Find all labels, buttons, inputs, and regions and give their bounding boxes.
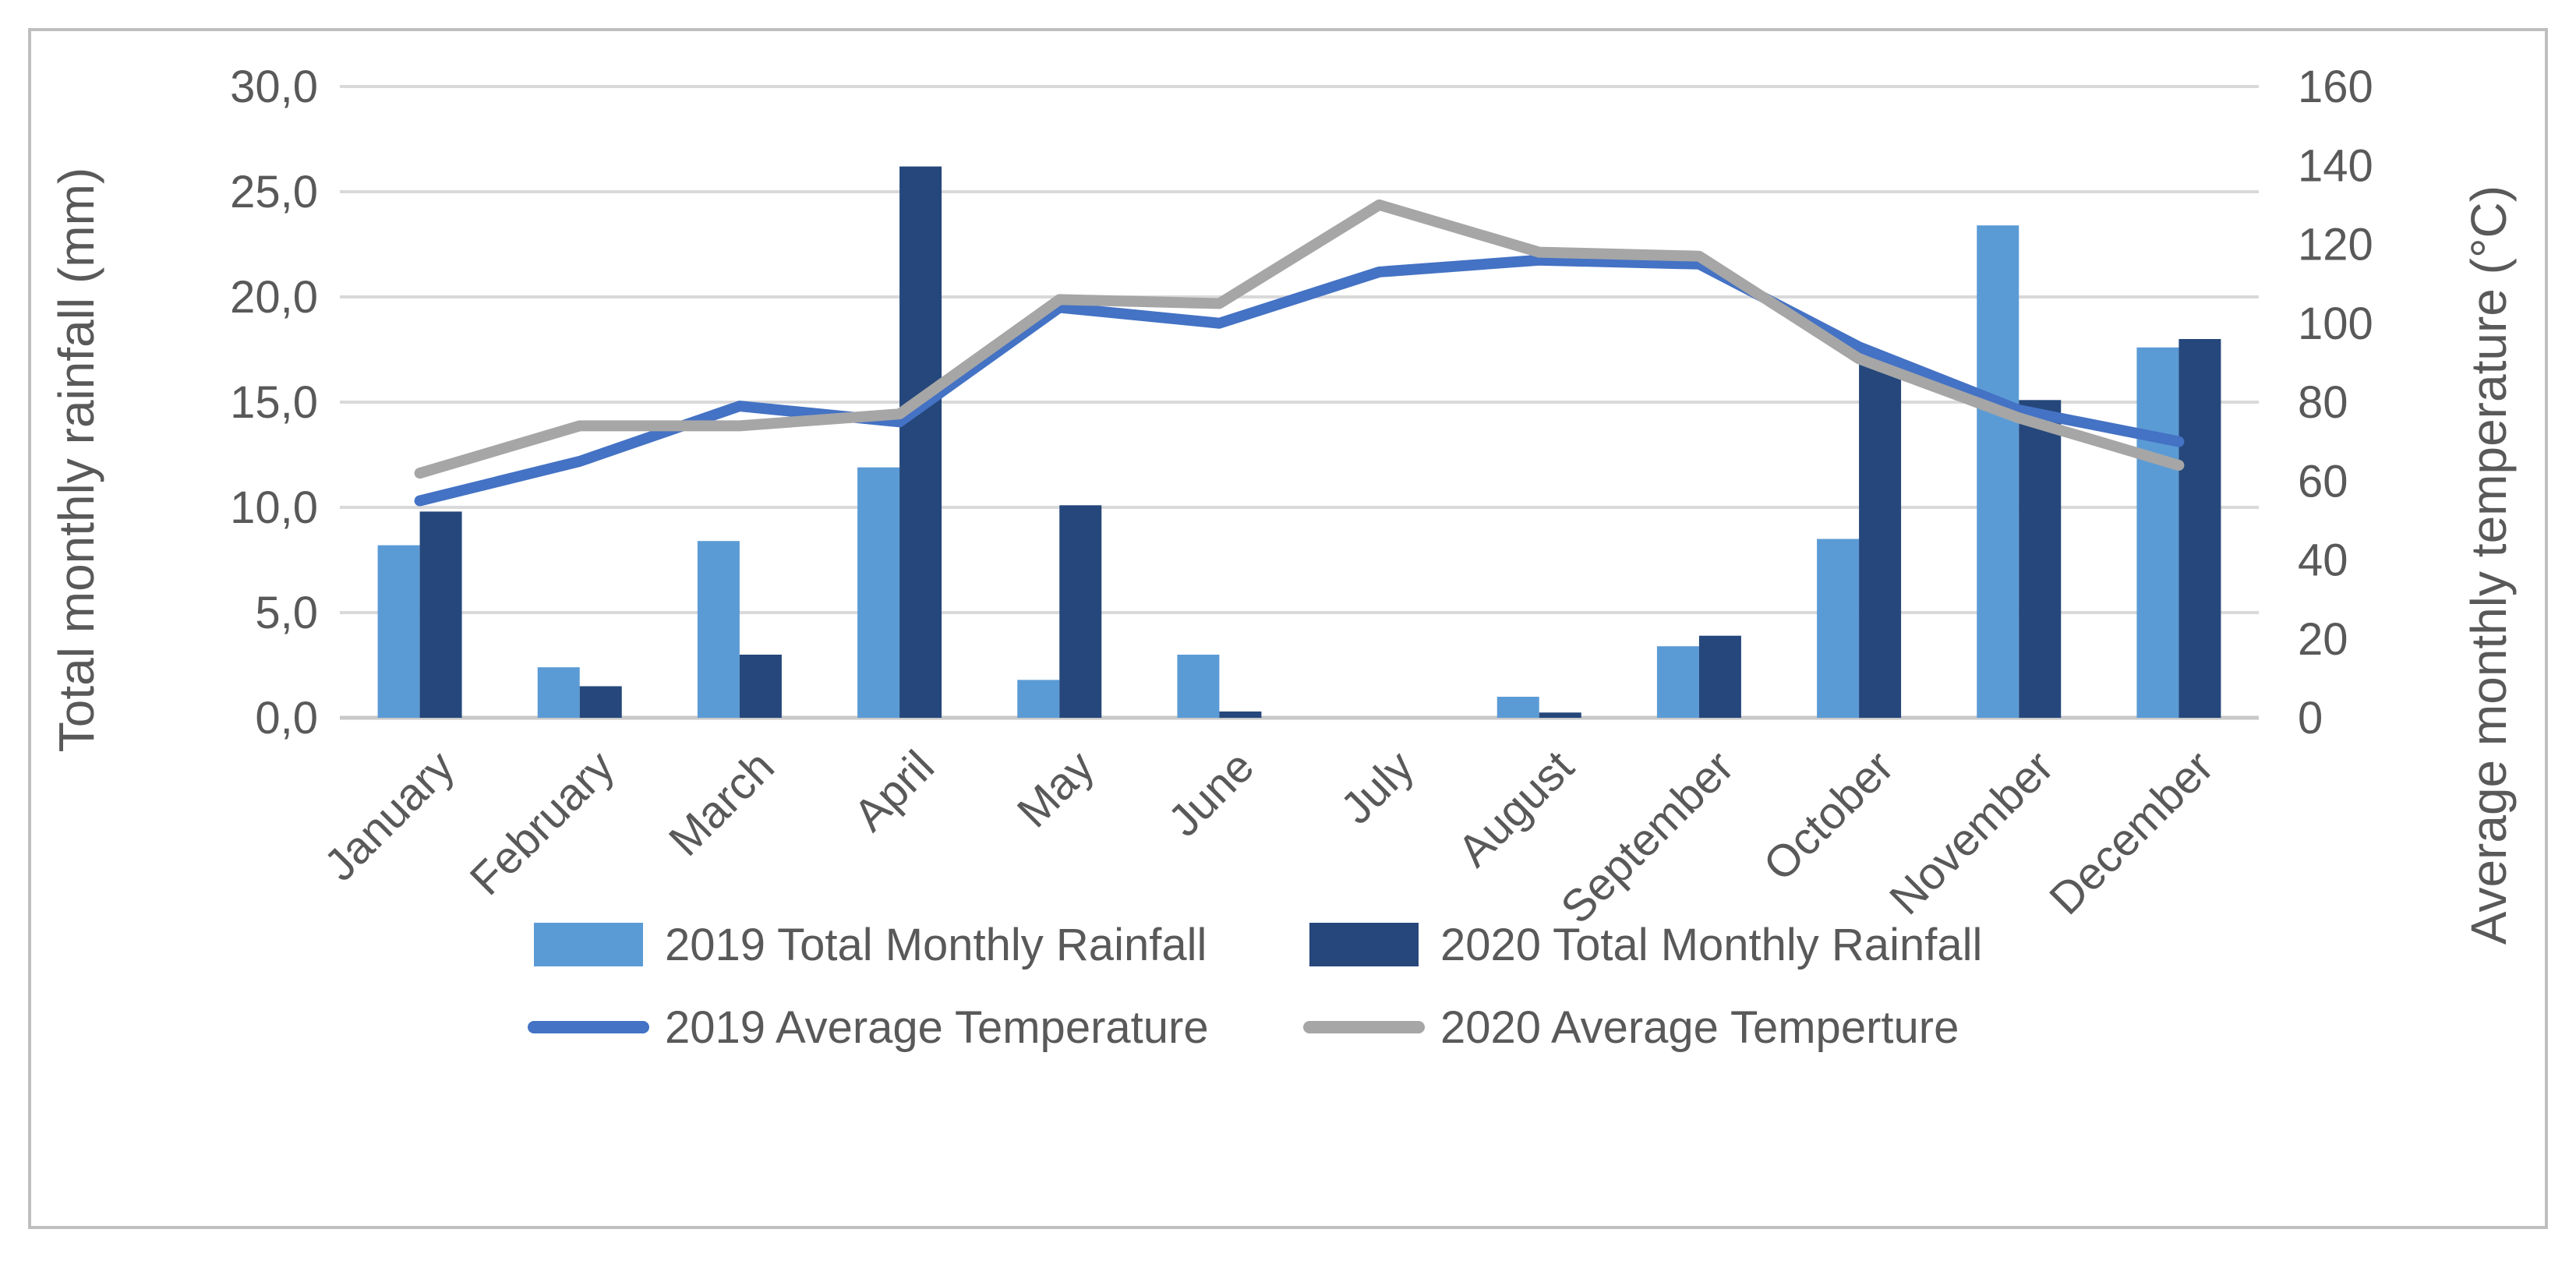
bar-2020-December — [2178, 339, 2221, 718]
right-axis-tick-label: 140 — [2298, 140, 2373, 191]
right-axis-tick-label: 120 — [2298, 220, 2373, 270]
month-label-september: September — [1551, 741, 1744, 934]
bar-2019-December — [2136, 347, 2179, 718]
legend-label: 2019 Average Temperature — [665, 1002, 1209, 1053]
legend-swatch-2020-rainfall — [1309, 923, 1419, 966]
month-label-november: November — [1880, 741, 2063, 924]
line-series-layer — [414, 199, 2185, 507]
bar-2020-February — [579, 686, 622, 718]
month-label-february: February — [461, 741, 624, 905]
temp-line-2019 — [414, 254, 2185, 507]
bar-2020-March — [739, 655, 782, 718]
left-axis-tick-label: 20,0 — [230, 272, 318, 323]
right-axis-tick-label: 40 — [2298, 535, 2348, 586]
bar-series-2019 — [377, 225, 2179, 718]
right-axis-tick-label: 20 — [2298, 614, 2348, 665]
bar-2020-May — [1059, 505, 1102, 718]
left-axis-title: Total monthly rainfall (mm) — [48, 168, 104, 752]
left-axis-tick-label: 5,0 — [255, 588, 318, 638]
bar-2019-January — [377, 545, 420, 718]
left-axis-tick-label: 10,0 — [230, 482, 318, 533]
legend: 2019 Total Monthly Rainfall 2020 Total Mo… — [528, 920, 1982, 1053]
bar-2020-October — [1859, 362, 1902, 718]
bar-2020-April — [899, 166, 942, 719]
bar-2019-September — [1656, 646, 1699, 718]
temp-line-2020 — [414, 199, 2185, 479]
legend-label: 2019 Total Monthly Rainfall — [665, 920, 1207, 970]
right-axis-tick-label: 0 — [2298, 693, 2323, 744]
bar-2019-November — [1977, 225, 2019, 718]
bar-2019-April — [857, 467, 900, 718]
right-axis-tick-label: 80 — [2298, 377, 2348, 428]
month-label-december: December — [2040, 741, 2223, 924]
bar-2020-January — [419, 511, 462, 718]
right-axis-tick-label: 60 — [2298, 456, 2348, 507]
left-axis-tick-label: 25,0 — [230, 167, 318, 217]
bar-2020-September — [1698, 635, 1741, 718]
bar-2019-May — [1017, 680, 1060, 718]
right-axis-tick-label: 160 — [2298, 62, 2373, 112]
legend-label: 2020 Total Monthly Rainfall — [1440, 920, 1982, 970]
bar-series-layer — [377, 166, 2221, 719]
bar-2019-February — [537, 667, 580, 718]
bar-2019-June — [1177, 655, 1220, 718]
month-label-may: May — [1008, 741, 1104, 837]
month-label-june: June — [1158, 741, 1263, 846]
legend-swatch-2019-rainfall — [534, 923, 643, 966]
right-axis-title: Average monthly temperature (°C) — [2461, 185, 2517, 945]
bar-2020-August — [1539, 712, 1581, 718]
month-label-january: January — [315, 741, 465, 891]
left-axis-tick-label: 15,0 — [230, 377, 318, 428]
bar-2020-November — [2019, 400, 2062, 718]
month-label-august: August — [1448, 741, 1584, 877]
legend-label: 2020 Average Temperture — [1440, 1002, 1959, 1053]
bar-series-2020 — [419, 166, 2221, 719]
month-label-october: October — [1754, 741, 1903, 891]
month-label-july: July — [1331, 741, 1424, 834]
month-label-april: April — [844, 741, 944, 841]
axis-ticks-layer: 30,0 25,0 20,0 15,0 10,0 5,0 0,0 160 140 120 100 80… — [230, 62, 2373, 744]
bar-2019-August — [1496, 697, 1539, 718]
bar-2020-June — [1219, 711, 1262, 718]
bar-2019-March — [697, 541, 740, 718]
left-axis-tick-label: 30,0 — [230, 62, 318, 112]
chart-frame-border — [28, 28, 2548, 1229]
month-label-march: March — [659, 741, 784, 866]
bar-2019-October — [1817, 539, 1860, 718]
right-axis-tick-label: 100 — [2298, 298, 2373, 349]
left-axis-tick-label: 0,0 — [255, 693, 318, 744]
